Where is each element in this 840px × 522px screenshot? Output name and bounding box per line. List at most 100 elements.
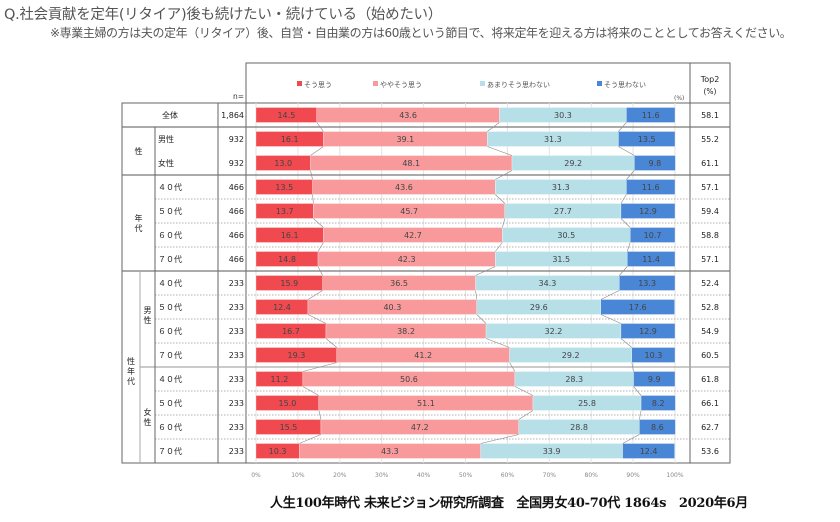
n-value: 233 [229,279,244,288]
group-label-gender-age: 性 [127,356,135,366]
data-label: 30.5 [557,231,575,240]
data-label: 41.2 [414,351,432,360]
data-label: 15.9 [280,279,298,288]
series-connector [312,194,314,204]
data-label: 42.3 [398,255,416,264]
data-label: 15.0 [279,399,297,408]
n-value: 233 [229,399,244,408]
legend-label: そう思う [304,81,332,89]
n-value: 932 [229,159,244,168]
category-label: ５０代 [158,206,182,216]
series-connector [620,338,633,348]
group-label-gender: 性 [135,146,143,156]
top2-value: 54.9 [701,327,719,336]
data-label: 31.3 [544,135,562,144]
data-label: 51.1 [417,399,435,408]
bar-segment [620,323,676,339]
bar-segment [619,275,676,291]
data-label: 13.7 [276,207,294,216]
series-connector [495,194,506,204]
data-label: 50.6 [400,375,418,384]
n-value: 466 [229,183,244,192]
group-label-gender-age: 年 [127,366,135,376]
series-connector [619,266,628,276]
n-value: 233 [229,423,244,432]
bar-segment [630,227,676,243]
series-connector [480,434,519,444]
n-value: 233 [229,327,244,336]
data-label: 40.3 [383,303,401,312]
bar-segment [627,251,676,267]
series-connector [318,410,322,420]
n-value: 466 [229,231,244,240]
data-label: 14.8 [278,255,296,264]
category-label: 男性 [158,134,174,144]
data-label: 11.6 [642,183,660,192]
bar-segment [631,347,676,363]
data-label: 43.6 [395,183,413,192]
series-connector [626,170,635,180]
data-label: 13.5 [638,135,656,144]
category-label: ６０代 [158,422,182,432]
data-label: 28.8 [570,423,588,432]
x-tick-label: 0% [251,472,261,479]
series-connector [600,314,622,324]
n-value: 233 [229,447,244,456]
top2-value: 61.8 [701,375,719,384]
series-connector [633,386,642,396]
data-label: 16.7 [282,327,300,336]
subgroup-label-female: 性 [144,417,152,427]
series-connector [618,146,635,156]
bar-segment [633,371,676,387]
x-tick-label: 70% [543,472,557,479]
series-connector [476,314,487,324]
subgroup-label-male: 男 [144,306,152,315]
data-label: 12.9 [639,207,657,216]
x-tick-label: 50% [459,472,473,479]
category-label: ７０代 [158,254,182,264]
series-connector [631,362,634,372]
series-connector [310,170,313,180]
series-connector [622,434,640,444]
data-label: 38.2 [397,327,415,336]
series-connector [502,218,506,228]
data-label: 47.2 [411,423,429,432]
data-label: 29.2 [562,351,580,360]
bar-segment [618,131,676,147]
data-label: 12.9 [639,327,657,336]
data-label: 8.6 [651,423,664,432]
series-connector [302,386,319,396]
n-value: 233 [229,303,244,312]
series-connector [514,386,534,396]
legend-label: ややそう思う [380,81,422,89]
data-label: 8.2 [652,399,665,408]
data-label: 10.7 [644,231,662,240]
top2-value: 61.1 [701,159,719,168]
data-label: 9.8 [649,159,662,168]
series-connector [495,242,503,252]
series-connector [325,338,338,348]
bar-segment [622,443,675,459]
data-label: 34.3 [539,279,557,288]
x-tick-label: 80% [585,472,599,479]
top2-value: 57.1 [701,183,719,192]
series-connector [475,290,478,300]
data-label: 36.5 [390,279,408,288]
data-label: 31.3 [552,183,570,192]
data-label: 42.7 [404,231,422,240]
data-label: 12.4 [640,447,658,456]
n-header: n= [233,92,244,101]
data-label: 13.0 [274,159,292,168]
top2-value: 59.4 [701,207,719,216]
x-tick-label: 40% [417,472,431,479]
top2-value: 52.4 [701,279,719,288]
series-connector [310,146,324,156]
data-label: 28.3 [565,375,583,384]
series-connector [307,314,327,324]
category-label: ７０代 [158,446,182,456]
subgroup-label-female: 女 [144,407,152,417]
data-label: 29.6 [530,303,548,312]
bar-segment [620,203,676,219]
group-label-gender-age: 代 [127,376,135,386]
